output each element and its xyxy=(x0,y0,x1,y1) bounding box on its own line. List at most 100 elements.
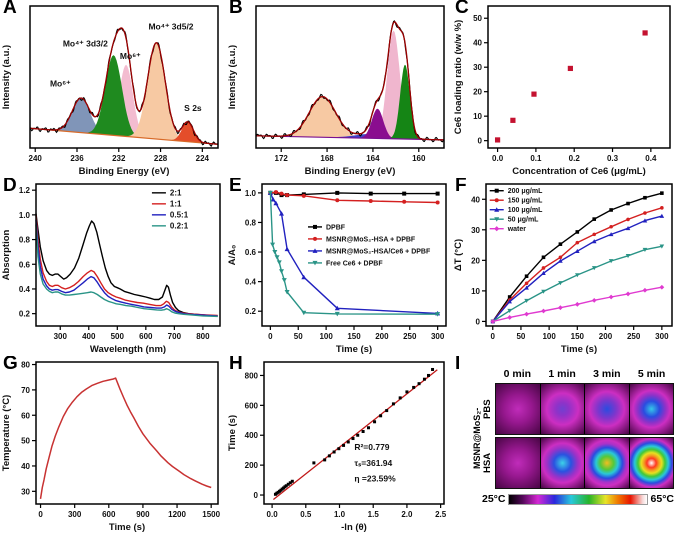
thermal-row-label: PBS xyxy=(482,399,493,419)
xps-s2p-chart: 172 168 164 160 Binding Energy (eV) Intensity… xyxy=(227,5,445,177)
panel-letter-f: F xyxy=(455,178,467,196)
svg-text:2.0: 2.0 xyxy=(401,510,413,519)
svg-text:200: 200 xyxy=(599,332,613,341)
thermal-cells xyxy=(495,383,674,435)
absorption-spectra-chart: 300 400 500 600 700 800 0.2 0.4 0.6 0.8 1.0 1.2 Wave… xyxy=(1,183,221,355)
svg-text:Mo⁶⁺: Mo⁶⁺ xyxy=(50,78,71,88)
svg-text:Concentration of Ce6 (μg/mL): Concentration of Ce6 (μg/mL) xyxy=(512,166,646,177)
thermal-row-label: HSA xyxy=(482,452,493,474)
svg-text:300: 300 xyxy=(655,332,669,341)
svg-text:224: 224 xyxy=(196,154,210,163)
svg-text:400: 400 xyxy=(82,332,96,341)
svg-text:0: 0 xyxy=(254,491,259,500)
xps-mo3d-chart: 240 236 232 228 224 Binding Energy (eV) Intens… xyxy=(1,5,219,177)
svg-text:160: 160 xyxy=(412,154,426,163)
panel-g: G 0 300 600 900 1200 1500 30 40 50 60 70 80 Time (s)… xyxy=(0,356,226,534)
svg-text:250: 250 xyxy=(627,332,641,341)
svg-text:Binding Energy (eV): Binding Energy (eV) xyxy=(79,166,170,177)
svg-text:20: 20 xyxy=(473,88,482,97)
svg-text:Time (s): Time (s) xyxy=(561,344,597,355)
svg-text:50: 50 xyxy=(473,14,482,23)
panel-letter-g: G xyxy=(3,356,18,374)
svg-text:water: water xyxy=(507,226,527,233)
svg-text:600: 600 xyxy=(102,510,116,519)
thermal-col-header: 0 min xyxy=(503,368,532,380)
svg-text:600: 600 xyxy=(139,332,153,341)
panel-d: D 300 400 500 600 700 800 0.2 0.4 0.6 0.8 1.0 1.2 Wa… xyxy=(0,178,226,356)
svg-text:S 2s: S 2s xyxy=(184,103,202,113)
svg-text:η =23.59%: η =23.59% xyxy=(354,474,396,484)
svg-text:40: 40 xyxy=(21,462,30,471)
svg-text:ΔT (°C): ΔT (°C) xyxy=(453,239,464,271)
colorbar-max-label: 65°C xyxy=(650,493,674,505)
thermal-image xyxy=(540,384,584,434)
panel-f: F 0 50 100 150 200 250 300 0 10 20 30 40 Time (s) ΔT … xyxy=(452,178,678,356)
panel-e: E 0 50 100 150 200 250 300 0.2 0.4 0.6 0.8 1.0 Time … xyxy=(226,178,452,356)
svg-text:Absorption: Absorption xyxy=(1,229,12,280)
svg-text:MSNR@MoS₂-HSA/Ce6 + DPBF: MSNR@MoS₂-HSA/Ce6 + DPBF xyxy=(326,248,431,255)
svg-text:100: 100 xyxy=(542,332,556,341)
svg-text:0.5:1: 0.5:1 xyxy=(170,210,189,219)
thermal-image xyxy=(629,384,673,434)
svg-text:0.2:1: 0.2:1 xyxy=(170,221,189,230)
svg-text:A/A₀: A/A₀ xyxy=(227,245,238,266)
svg-text:DPBF: DPBF xyxy=(326,224,346,231)
svg-text:50: 50 xyxy=(516,332,525,341)
svg-text:1.0: 1.0 xyxy=(245,189,257,198)
svg-text:Wavelength (nm): Wavelength (nm) xyxy=(90,344,166,355)
thermal-row: HSA xyxy=(482,437,674,489)
svg-text:900: 900 xyxy=(136,510,150,519)
dpbf-decay-chart: 0 50 100 150 200 250 300 0.2 0.4 0.6 0.8 1.0 Time (s… xyxy=(227,183,447,355)
svg-text:20: 20 xyxy=(471,256,480,265)
svg-text:0.0: 0.0 xyxy=(492,154,504,163)
svg-text:40: 40 xyxy=(473,39,482,48)
svg-text:250: 250 xyxy=(403,332,417,341)
panel-letter-a: A xyxy=(3,0,17,18)
svg-text:0.0: 0.0 xyxy=(267,510,279,519)
thermal-col-header: 3 min xyxy=(593,368,621,380)
svg-text:150: 150 xyxy=(571,332,585,341)
svg-text:0.1: 0.1 xyxy=(530,154,542,163)
heating-cooling-curve-chart: 0 300 600 900 1200 1500 30 40 50 60 70 80 Time (s) Te… xyxy=(1,361,221,533)
svg-text:600: 600 xyxy=(245,401,259,410)
svg-text:1.0: 1.0 xyxy=(19,211,31,220)
svg-text:0: 0 xyxy=(476,317,481,326)
svg-text:Mo⁶⁺: Mo⁶⁺ xyxy=(120,51,141,61)
thermal-colorbar-row: 25°C 65°C xyxy=(482,493,674,505)
panel-b: B 172 168 164 160 Binding Energy (eV) Intensi… xyxy=(226,0,452,178)
colorbar-gradient xyxy=(508,493,648,505)
thermal-group-label: MSNR@MoS₂- xyxy=(472,407,482,469)
svg-text:100: 100 xyxy=(319,332,333,341)
svg-text:Time (s): Time (s) xyxy=(336,344,372,355)
svg-text:100 μg/mL: 100 μg/mL xyxy=(508,207,543,214)
time-constant-fit-chart: 0.0 0.5 1.0 1.5 2.0 2.5 0 200 400 600 800 -ln (θ) Ti… xyxy=(227,361,447,533)
svg-text:240: 240 xyxy=(29,154,43,163)
svg-text:800: 800 xyxy=(245,371,259,380)
thermal-col-header: 1 min xyxy=(548,368,576,380)
svg-text:Intensity (a.u.): Intensity (a.u.) xyxy=(1,45,12,109)
svg-text:Free Ce6 + DPBF: Free Ce6 + DPBF xyxy=(326,260,383,267)
thermal-headers: 0 min 1 min 3 min 5 min xyxy=(495,368,674,383)
svg-text:0.2: 0.2 xyxy=(569,154,581,163)
svg-text:300: 300 xyxy=(68,510,82,519)
svg-text:0.6: 0.6 xyxy=(19,260,31,269)
svg-text:0.5: 0.5 xyxy=(300,510,312,519)
svg-text:80: 80 xyxy=(21,361,30,370)
svg-text:R²=0.779: R²=0.779 xyxy=(354,442,389,452)
svg-text:200: 200 xyxy=(375,332,389,341)
thermal-image xyxy=(629,438,673,488)
svg-text:164: 164 xyxy=(366,154,380,163)
panel-letter-e: E xyxy=(229,178,242,196)
svg-text:Binding Energy (eV): Binding Energy (eV) xyxy=(305,166,396,177)
svg-text:2.5: 2.5 xyxy=(435,510,447,519)
svg-text:-ln (θ): -ln (θ) xyxy=(341,522,367,533)
thermal-row: PBS xyxy=(482,383,674,435)
svg-text:MSNR@MoS₂-HSA + DPBF: MSNR@MoS₂-HSA + DPBF xyxy=(326,236,416,243)
svg-text:232: 232 xyxy=(112,154,126,163)
svg-text:800: 800 xyxy=(196,332,210,341)
svg-text:70: 70 xyxy=(21,386,30,395)
svg-text:50 μg/mL: 50 μg/mL xyxy=(508,217,539,224)
svg-text:40: 40 xyxy=(471,195,480,204)
svg-text:0: 0 xyxy=(491,332,496,341)
